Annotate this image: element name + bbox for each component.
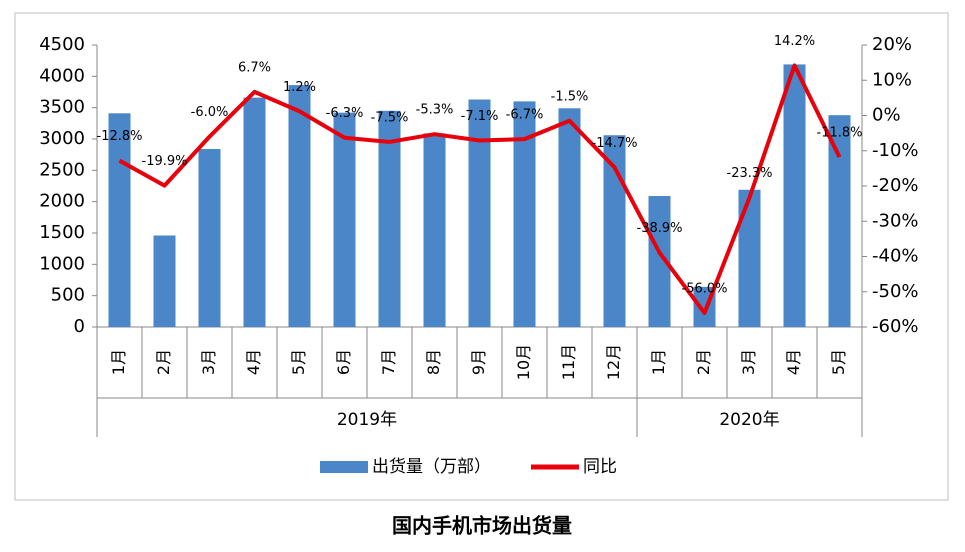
- y2-tick-label: -20%: [872, 175, 919, 196]
- data-label: -56.0%: [682, 281, 728, 296]
- x-tick-label: 12月: [604, 344, 623, 380]
- y-tick-label: 2000: [39, 191, 85, 212]
- bar: [378, 110, 401, 327]
- data-label: -14.7%: [592, 136, 638, 151]
- x-tick-label: 1月: [649, 349, 668, 375]
- y-tick-label: 4500: [39, 34, 85, 55]
- y-tick-label: 2500: [39, 159, 85, 180]
- y2-tick-label: 10%: [872, 69, 912, 90]
- x-tick-label: 6月: [334, 349, 353, 375]
- data-label: -1.5%: [551, 89, 589, 104]
- bar: [333, 112, 356, 328]
- y-tick-label: 1000: [39, 253, 85, 274]
- chart-frame: [14, 12, 949, 501]
- data-label: -6.3%: [326, 106, 364, 121]
- data-label: -5.3%: [416, 103, 454, 118]
- y-tick-label: 4000: [39, 65, 85, 86]
- data-label: -12.8%: [97, 129, 143, 144]
- legend-label: 出货量（万部）: [372, 457, 491, 477]
- y2-tick-label: -50%: [872, 281, 919, 302]
- bar: [558, 108, 581, 327]
- bar: [243, 97, 266, 327]
- y-tick-label: 1500: [39, 222, 85, 243]
- data-label: -7.5%: [371, 110, 409, 125]
- x-tick-label: 11月: [559, 344, 578, 380]
- legend-label: 同比: [583, 457, 617, 477]
- y2-tick-label: -40%: [872, 246, 919, 267]
- data-label: 1.2%: [283, 80, 316, 95]
- bar: [423, 133, 446, 327]
- x-tick-label: 9月: [469, 349, 488, 375]
- x-tick-label: 5月: [829, 349, 848, 375]
- y-tick-label: 0: [74, 316, 85, 337]
- x-tick-label: 10月: [514, 344, 533, 380]
- bar: [783, 64, 806, 327]
- x-tick-label: 5月: [289, 349, 308, 375]
- data-label: -19.9%: [142, 154, 188, 169]
- bar: [288, 85, 311, 328]
- bar: [603, 135, 626, 327]
- y-tick-label: 3000: [39, 128, 85, 149]
- x-tick-label: 8月: [424, 349, 443, 375]
- bar: [648, 196, 671, 327]
- data-label: -23.3%: [727, 166, 773, 181]
- data-label: -6.0%: [191, 105, 229, 120]
- x-tick-label: 3月: [739, 349, 758, 375]
- data-label: -6.7%: [506, 108, 544, 123]
- y2-tick-label: 0%: [872, 105, 901, 126]
- x-tick-label: 3月: [199, 349, 218, 375]
- y-tick-label: 3500: [39, 97, 85, 118]
- y2-tick-label: -60%: [872, 316, 919, 337]
- x-tick-label: 1月: [109, 349, 128, 375]
- group-label: 2020年: [719, 410, 779, 430]
- bar: [198, 149, 221, 327]
- bar: [468, 99, 491, 328]
- data-label: -38.9%: [637, 221, 683, 236]
- bar: [738, 189, 761, 327]
- x-tick-label: 2月: [694, 349, 713, 375]
- x-tick-label: 7月: [379, 349, 398, 375]
- x-tick-label: 4月: [244, 349, 263, 375]
- bar: [828, 115, 851, 327]
- bar: [153, 235, 176, 327]
- chart-title: 国内手机市场出货量: [392, 514, 572, 538]
- data-label: 14.2%: [774, 34, 815, 49]
- y2-tick-label: 20%: [872, 34, 912, 55]
- legend-swatch: [320, 461, 368, 473]
- data-label: -7.1%: [461, 109, 499, 124]
- x-tick-label: 4月: [784, 349, 803, 375]
- y-tick-label: 500: [51, 285, 85, 306]
- x-tick-label: 2月: [154, 349, 173, 375]
- y2-tick-label: -30%: [872, 210, 919, 231]
- group-label: 2019年: [337, 410, 397, 430]
- data-label: -11.8%: [817, 126, 863, 141]
- bar: [513, 101, 536, 328]
- bar: [108, 113, 131, 327]
- data-label: 6.7%: [238, 60, 271, 75]
- line: [118, 63, 842, 315]
- y2-tick-label: -10%: [872, 140, 919, 161]
